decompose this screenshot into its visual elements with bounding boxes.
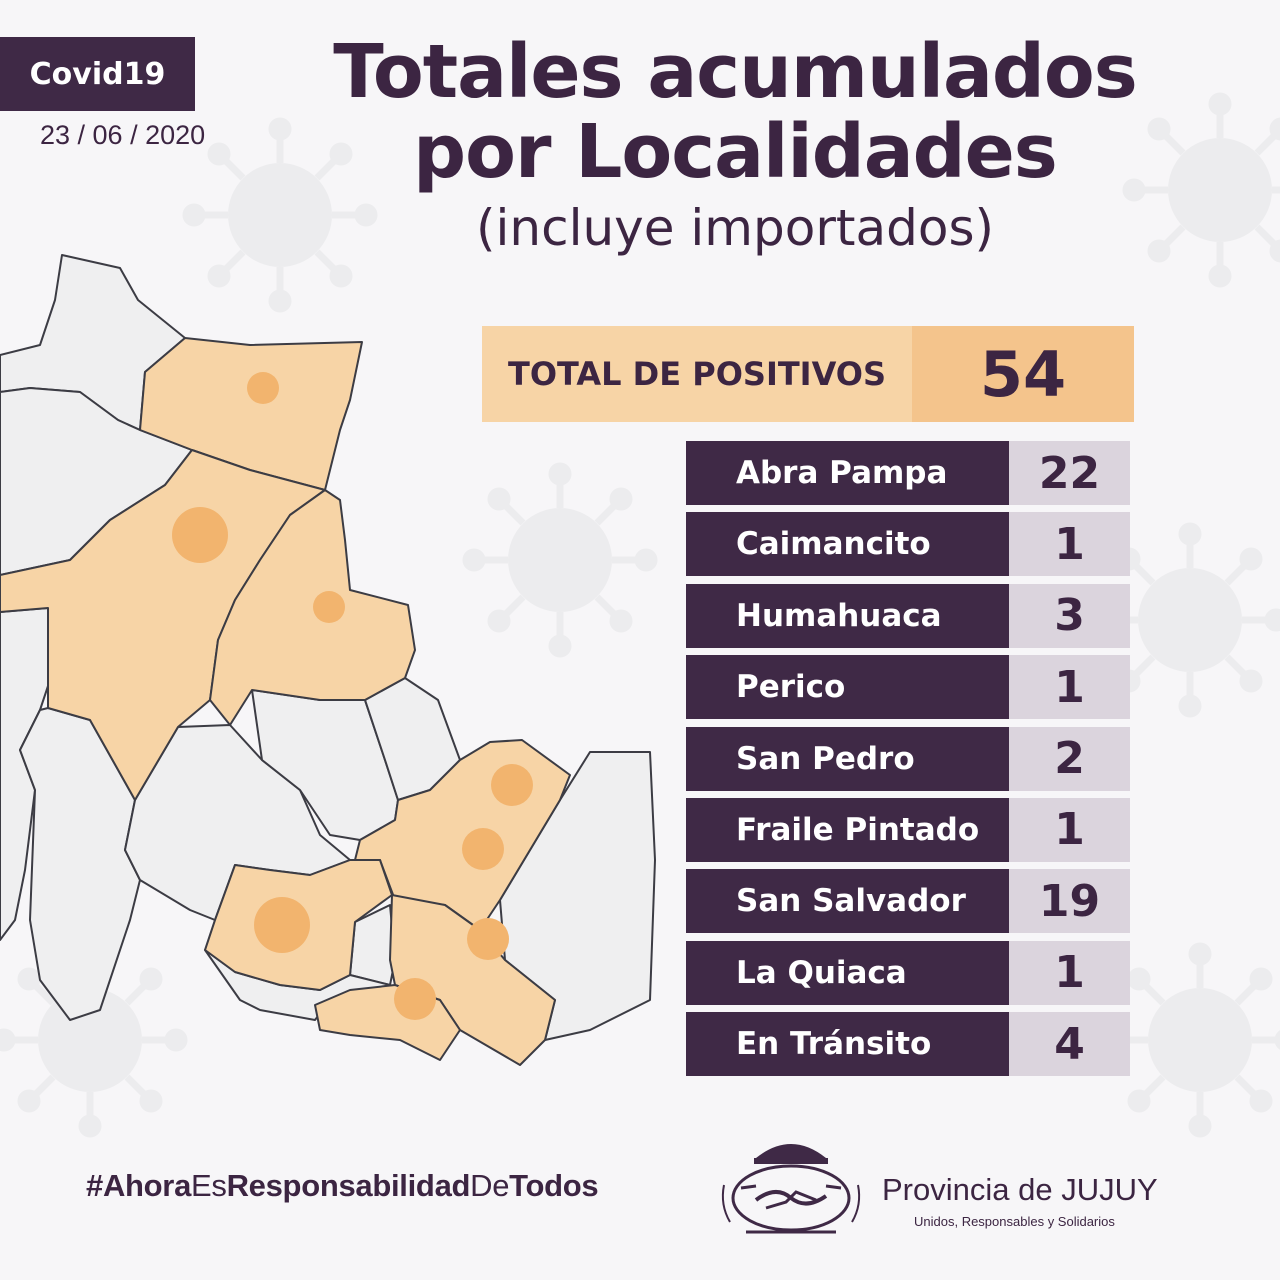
case-dot	[467, 918, 509, 960]
locality-count: 2	[1009, 726, 1130, 791]
hashtag-part: #Ahora	[86, 1168, 192, 1203]
locality-count: 1	[1009, 797, 1130, 862]
hashtag-part: De	[470, 1168, 510, 1203]
table-row: La Quiaca 1	[686, 940, 1130, 1005]
table-row: Humahuaca 3	[686, 583, 1130, 648]
locality-count: 4	[1009, 1012, 1130, 1077]
table-row: San Salvador 19	[686, 869, 1130, 934]
locality-name: Perico	[686, 655, 1009, 720]
case-dot	[491, 764, 533, 806]
table-row: Abra Pampa 22	[686, 441, 1130, 505]
case-dot	[394, 978, 436, 1020]
case-dot	[247, 372, 279, 404]
report-date: 23 / 06 / 2020	[40, 120, 206, 150]
case-dot	[254, 897, 310, 953]
locality-count: 22	[1009, 441, 1130, 505]
locality-count: 1	[1009, 655, 1130, 720]
locality-name: Caimancito	[686, 512, 1009, 577]
total-positives-label: TOTAL DE POSITIVOS	[508, 355, 887, 393]
title-line-1: Totales acumulados	[333, 29, 1138, 115]
case-dot	[172, 507, 228, 563]
title-line-2: por Localidades	[413, 109, 1058, 195]
total-positives-value: 54	[912, 326, 1134, 422]
locality-name: En Tránsito	[686, 1012, 1009, 1077]
page-title: Totales acumulados por Localidades	[330, 32, 1140, 192]
province-logo-icon	[721, 1144, 861, 1234]
locality-count: 3	[1009, 583, 1130, 648]
hashtag-part: Es	[191, 1168, 227, 1203]
jujuy-map	[0, 254, 656, 1066]
table-row: En Tránsito 4	[686, 1012, 1130, 1077]
locality-name: Fraile Pintado	[686, 797, 1009, 862]
total-positives-banner: TOTAL DE POSITIVOS 54	[482, 326, 1134, 422]
locality-name: La Quiaca	[686, 940, 1009, 1005]
locality-name: San Pedro	[686, 726, 1009, 791]
covid19-tag: Covid19	[0, 37, 195, 111]
locality-name: Abra Pampa	[686, 441, 1009, 505]
locality-name: San Salvador	[686, 869, 1009, 934]
table-row: Perico 1	[686, 655, 1130, 720]
campaign-hashtag: #AhoraEsResponsabilidadDeTodos	[86, 1168, 599, 1204]
case-dot	[462, 828, 504, 870]
hashtag-part: Responsabilidad	[226, 1168, 471, 1203]
table-row: San Pedro 2	[686, 726, 1130, 791]
locality-count: 1	[1009, 512, 1130, 577]
case-dot	[313, 591, 345, 623]
map-region-humahuaca	[209, 489, 416, 726]
table-row: Fraile Pintado 1	[686, 797, 1130, 862]
hashtag-part: Todos	[509, 1168, 599, 1203]
locality-count: 19	[1009, 869, 1130, 934]
province-name: Provincia de JUJUY	[882, 1172, 1158, 1207]
localities-table: Abra Pampa 22 Caimancito 1 Humahuaca 3 P…	[686, 441, 1130, 1084]
province-motto: Unidos, Responsables y Solidarios	[914, 1214, 1115, 1229]
table-row: Caimancito 1	[686, 512, 1130, 577]
locality-name: Humahuaca	[686, 583, 1009, 648]
page-subtitle: (incluye importados)	[475, 199, 995, 257]
locality-count: 1	[1009, 940, 1130, 1005]
